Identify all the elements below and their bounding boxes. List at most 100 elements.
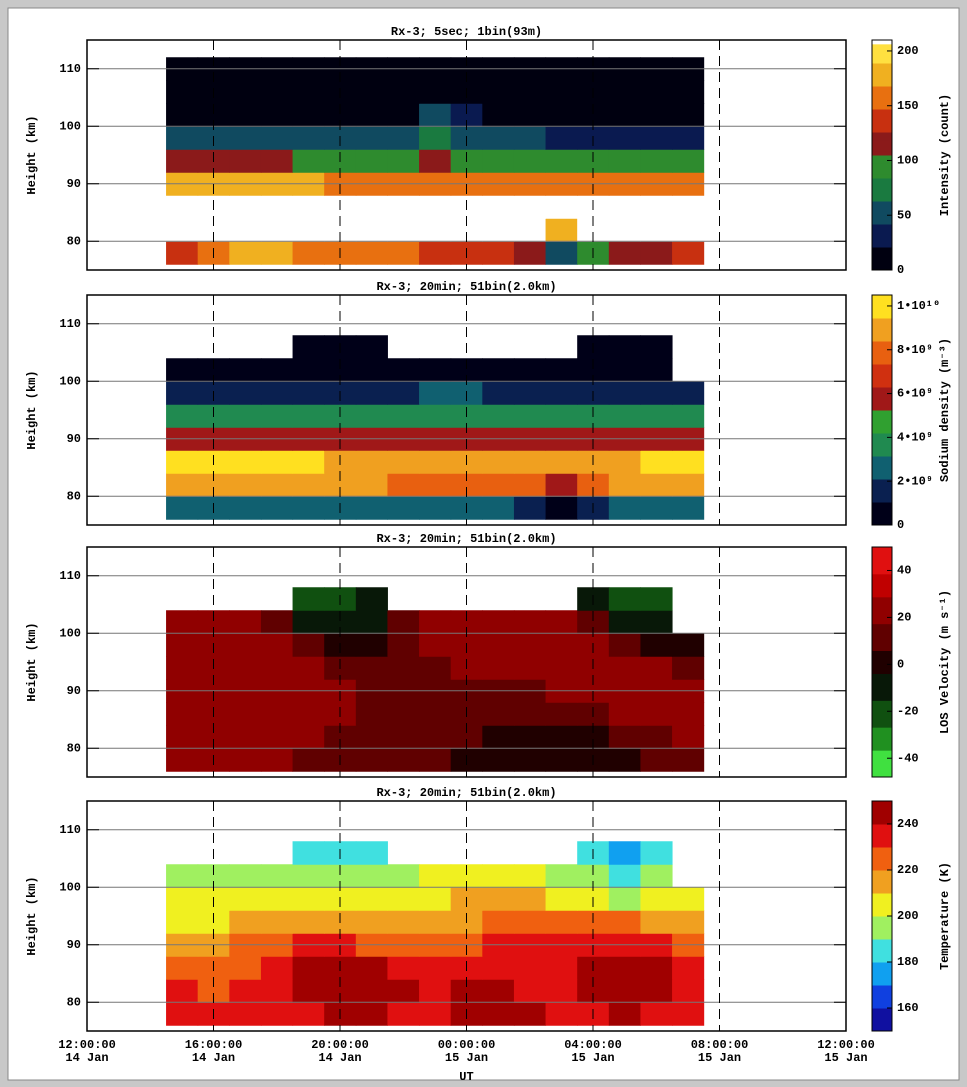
colorbar-segment xyxy=(872,942,892,948)
heat-cell xyxy=(545,610,578,634)
colorbar-segment xyxy=(872,908,892,913)
colorbar-segment xyxy=(872,881,892,886)
heat-cell xyxy=(260,956,294,980)
colorbar-segment xyxy=(872,824,892,829)
heat-cell xyxy=(450,725,483,749)
colorbar-tick-label: 200 xyxy=(897,44,919,58)
panel-title: Rx-3; 20min; 51bin(2.0km) xyxy=(376,532,556,546)
heat-cell xyxy=(419,450,452,474)
colorbar-segment xyxy=(872,931,892,936)
colorbar-segment xyxy=(872,348,892,353)
colorbar-segment xyxy=(872,754,892,759)
colorbar-tick-label: 100 xyxy=(897,154,919,168)
colorbar-segment xyxy=(872,673,892,678)
colorbar-tick-label: 2•10⁹ xyxy=(897,474,933,488)
heat-cell xyxy=(640,450,673,474)
colorbar-segment xyxy=(872,889,892,894)
heat-cell xyxy=(292,841,325,865)
heat-cell xyxy=(260,149,294,173)
colorbar-segment xyxy=(872,935,892,940)
heat-cell xyxy=(640,473,673,497)
heat-cell xyxy=(292,610,325,634)
heat-cell xyxy=(355,725,388,749)
colorbar-segment xyxy=(872,623,892,628)
heat-cell xyxy=(608,218,641,242)
colorbar-segment xyxy=(872,550,892,556)
colorbar-segment xyxy=(872,562,892,567)
heat-cell xyxy=(482,126,515,150)
heat-cell xyxy=(387,473,420,497)
heat-cell xyxy=(166,80,199,104)
colorbar-segment xyxy=(872,801,892,806)
heat-cell xyxy=(513,404,547,428)
heat-cell xyxy=(513,358,547,382)
heat-cell xyxy=(640,725,673,749)
heat-cell xyxy=(482,103,515,127)
heat-cell xyxy=(482,149,515,173)
heat-cell xyxy=(419,910,452,934)
heat-cell xyxy=(355,864,388,888)
colorbar-segment xyxy=(872,329,892,334)
x-tick-label: 20:00:00 14 Jan xyxy=(311,1038,369,1065)
colorbar-segment xyxy=(872,727,892,732)
cells xyxy=(166,841,705,1026)
heat-cell xyxy=(260,656,294,680)
heat-cell xyxy=(260,241,294,265)
heat-cell xyxy=(513,956,547,980)
heat-cell xyxy=(260,610,294,634)
colorbar-segment xyxy=(872,40,892,45)
colorbar-segment xyxy=(872,132,892,137)
heat-cell xyxy=(166,633,199,657)
heat-cell xyxy=(260,496,294,520)
heat-cell xyxy=(166,195,199,219)
colorbar-tick-label: 4•10⁹ xyxy=(897,431,933,445)
heat-cell xyxy=(608,335,641,359)
heat-cell xyxy=(355,80,388,104)
heat-cell xyxy=(608,633,641,657)
colorbar-segment xyxy=(872,681,892,686)
heat-cell xyxy=(355,195,388,219)
heat-cell xyxy=(608,725,641,749)
colorbar-segment xyxy=(872,650,892,655)
y-tick-label: 100 xyxy=(59,626,81,640)
heat-cell xyxy=(292,473,325,497)
heat-cell xyxy=(608,702,641,726)
colorbar-segment xyxy=(872,436,892,442)
colorbar-segment xyxy=(872,919,892,925)
heat-cell xyxy=(577,358,610,382)
heat-cell xyxy=(260,404,294,428)
colorbar-segment xyxy=(872,692,892,697)
heat-cell xyxy=(292,864,325,888)
x-tick-label: 08:00:00 15 Jan xyxy=(691,1038,749,1065)
colorbar-segment xyxy=(872,116,892,121)
heat-cell xyxy=(166,979,199,1003)
y-tick-label: 80 xyxy=(67,995,81,1009)
heat-cell xyxy=(387,979,420,1003)
heat-cell xyxy=(545,80,578,104)
heat-cell xyxy=(419,218,452,242)
heat-cell xyxy=(166,610,199,634)
heat-cell xyxy=(387,633,420,657)
colorbar-segment xyxy=(872,513,892,518)
heat-cell xyxy=(608,496,641,520)
colorbar-segment xyxy=(872,147,892,152)
colorbar-segment xyxy=(872,425,892,430)
colorbar-segment xyxy=(872,321,892,327)
colorbar-segment xyxy=(872,364,892,369)
heat-cell xyxy=(640,748,673,772)
colorbar-segment xyxy=(872,612,892,617)
heat-cell xyxy=(419,126,452,150)
colorbar-segment xyxy=(872,642,892,648)
heat-cell xyxy=(387,103,420,127)
colorbar-segment xyxy=(872,178,892,183)
heat-cell xyxy=(640,910,673,934)
heat-cell xyxy=(260,725,294,749)
heat-cell xyxy=(166,702,199,726)
colorbar-segment xyxy=(872,421,892,426)
heat-cell xyxy=(229,725,262,749)
x-tick-label: 00:00:00 15 Jan xyxy=(438,1038,496,1065)
colorbar-segment xyxy=(872,547,892,552)
heat-cell xyxy=(166,404,199,428)
x-tick-label: 16:00:00 14 Jan xyxy=(185,1038,243,1065)
